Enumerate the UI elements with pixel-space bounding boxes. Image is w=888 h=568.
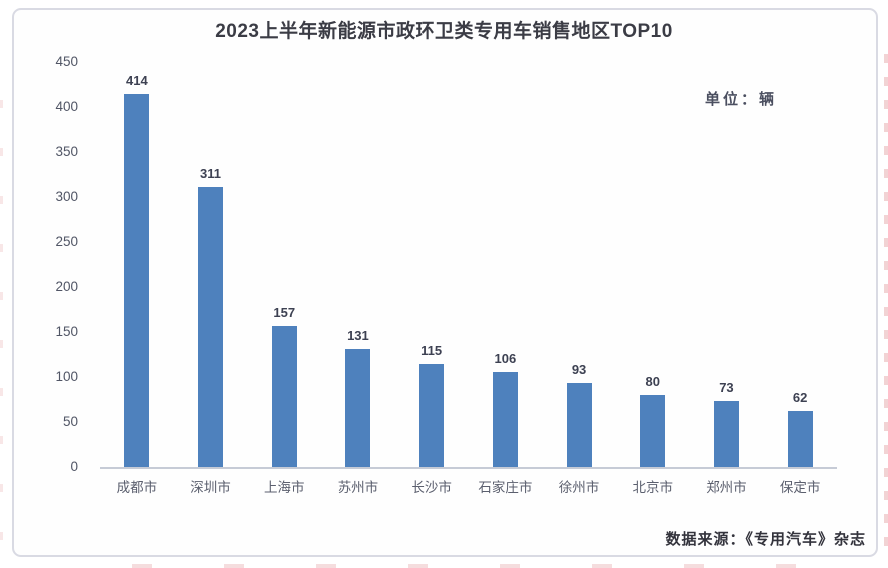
bar-value-label: 414	[125, 73, 148, 89]
y-tick-label: 450	[55, 54, 78, 69]
plot-area: 414 311 157 131 115 106 93 80 73 62	[100, 62, 837, 469]
y-tick-label: 150	[55, 324, 78, 339]
y-tick-label: 50	[62, 414, 78, 429]
y-tick-label: 100	[55, 369, 78, 384]
bar-苏州市	[345, 349, 371, 467]
y-tick-label: 300	[55, 189, 78, 204]
x-category-label: 成都市	[116, 480, 158, 495]
bar-value-label: 311	[200, 166, 222, 182]
data-source-label: 数据来源：《专用汽车》杂志	[665, 531, 866, 548]
edge-artifact-bottom	[60, 564, 860, 568]
edge-artifact-left	[0, 60, 3, 560]
y-axis: 0 50 100 150 200 250 300 350 400 450	[28, 54, 78, 474]
bar-value-label: 106	[494, 350, 517, 366]
x-axis: 成都市 深圳市 上海市 苏州市 长沙市 石家庄市 徐州市 北京市 郑州市 保定市	[100, 476, 837, 500]
bar-徐州市	[566, 383, 592, 467]
x-category-label: 上海市	[264, 480, 305, 495]
y-tick-label: 200	[55, 279, 78, 294]
bar-深圳市	[198, 187, 224, 467]
y-tick-label: 400	[55, 99, 78, 114]
bar-北京市	[640, 395, 666, 467]
chart-title: 2023上半年新能源市政环卫类专用车销售地区TOP10	[215, 21, 673, 42]
bar-郑州市	[713, 401, 739, 467]
x-category-label: 深圳市	[190, 480, 231, 495]
x-category-label: 保定市	[779, 480, 821, 495]
unit-label: 单位：辆	[705, 91, 778, 108]
x-category-label: 郑州市	[706, 480, 747, 495]
x-category-label: 石家庄市	[478, 480, 533, 495]
bar-value-label: 73	[719, 380, 734, 396]
x-category-label: 苏州市	[337, 480, 379, 495]
x-category-label: 徐州市	[558, 480, 600, 495]
bar-value-label: 93	[571, 362, 587, 378]
bar-value-label: 62	[792, 390, 808, 406]
bar-value-label: 80	[645, 374, 660, 389]
x-category-label: 北京市	[632, 480, 674, 495]
bar-value-label: 157	[273, 304, 296, 320]
bar-保定市	[787, 411, 813, 467]
y-tick-label: 250	[55, 234, 78, 249]
x-category-label: 长沙市	[411, 480, 452, 495]
bar-value-label: 131	[347, 328, 369, 344]
edge-artifact-right	[884, 40, 888, 560]
bar-value-label: 115	[421, 342, 443, 358]
y-tick-label: 350	[55, 144, 78, 159]
bar-成都市	[124, 94, 150, 467]
y-tick-label: 0	[70, 459, 78, 474]
bar-石家庄市	[492, 371, 518, 467]
bar-长沙市	[419, 363, 445, 467]
bar-上海市	[271, 325, 297, 467]
